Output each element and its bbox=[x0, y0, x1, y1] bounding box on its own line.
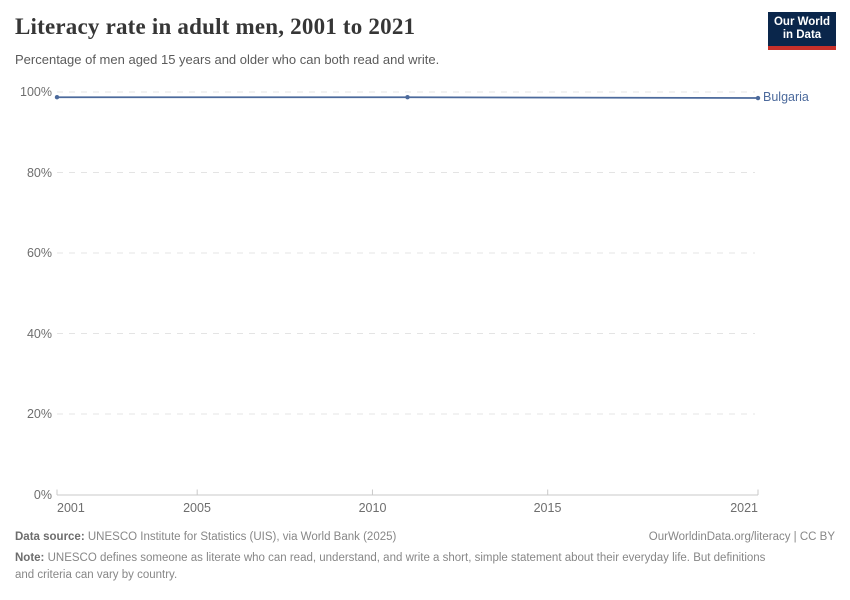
y-tick-label: 60% bbox=[26, 246, 52, 260]
x-tick-label: 2005 bbox=[183, 501, 211, 515]
chart-footer: Data source: UNESCO Institute for Statis… bbox=[15, 531, 835, 583]
data-source-line: Data source: UNESCO Institute for Statis… bbox=[15, 531, 396, 543]
data-source-label: Data source: bbox=[15, 531, 85, 543]
attribution-link: OurWorldinData.org/literacy | CC BY bbox=[648, 531, 835, 543]
note-line: Note: UNESCO defines someone as literate… bbox=[15, 550, 787, 583]
data-point bbox=[54, 95, 60, 100]
x-tick-label: 2021 bbox=[730, 501, 758, 515]
chart-subtitle: Percentage of men aged 15 years and olde… bbox=[15, 52, 440, 67]
y-tick-label: 20% bbox=[26, 407, 52, 421]
owid-logo-line2: in Data bbox=[782, 29, 822, 41]
page-title: Literacy rate in adult men, 2001 to 2021 bbox=[15, 14, 416, 39]
y-tick-label: 0% bbox=[33, 487, 52, 502]
y-tick-label: 80% bbox=[26, 165, 52, 180]
y-tick-label: 100% bbox=[20, 85, 52, 99]
x-tick-label: 2015 bbox=[533, 501, 562, 515]
data-point bbox=[755, 95, 761, 101]
x-tick-label: 2010 bbox=[358, 501, 387, 515]
data-point bbox=[405, 95, 410, 100]
data-source-text: UNESCO Institute for Statistics (UIS), v… bbox=[84, 531, 397, 543]
note-label: Note: bbox=[15, 552, 45, 564]
x-tick-label: 2001 bbox=[57, 501, 85, 515]
series-label-bulgaria: Bulgaria bbox=[763, 90, 809, 104]
y-tick-label: 40% bbox=[26, 326, 52, 341]
note-text: UNESCO defines someone as literate who c… bbox=[15, 552, 766, 581]
owid-logo: Our World in Data bbox=[768, 12, 836, 50]
owid-logo-line1: Our World bbox=[773, 15, 830, 28]
